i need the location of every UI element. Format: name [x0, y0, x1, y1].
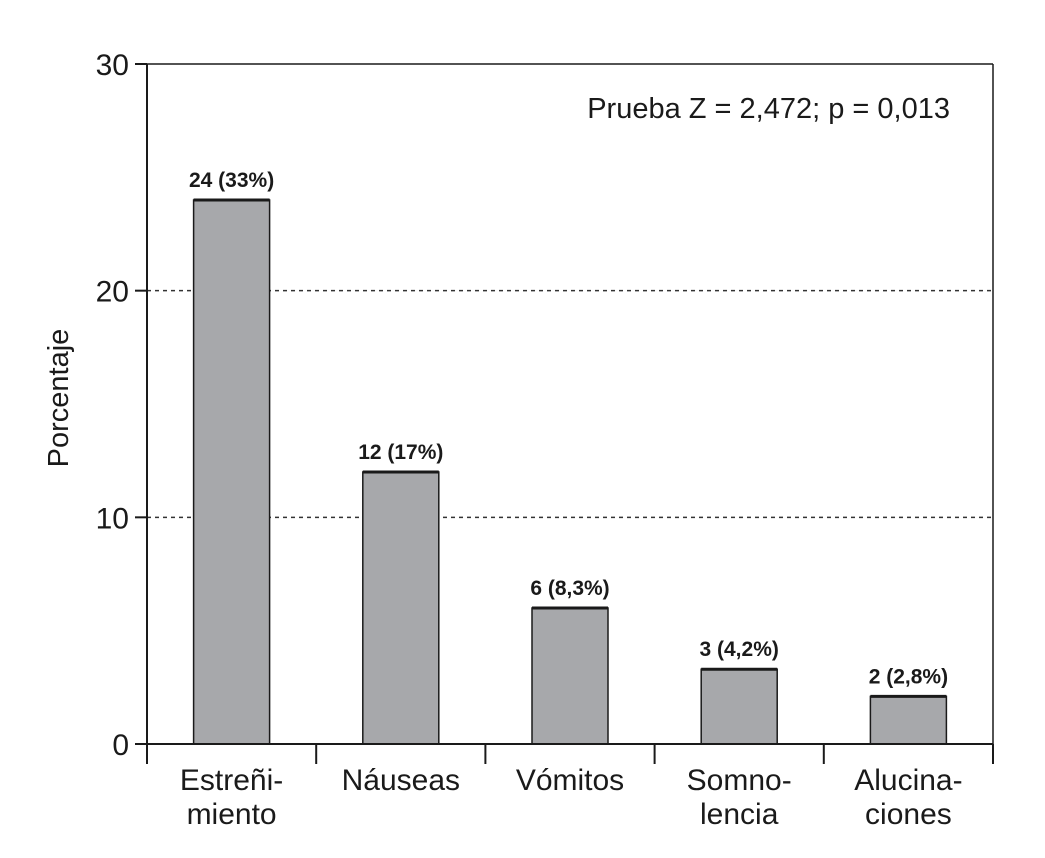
category-label-line: miento — [187, 798, 277, 831]
y-tick-label-0: 0 — [112, 729, 129, 762]
y-axis-title: Porcentaje — [43, 329, 75, 468]
category-label-line: ciones — [865, 798, 952, 831]
data-label-4: 2 (2,8%) — [869, 665, 948, 688]
category-label-line: Somno- — [687, 764, 792, 797]
category-label-1: Náuseas — [342, 764, 460, 797]
category-label-2: Vómitos — [516, 764, 624, 797]
category-label-3: Somno-lencia — [687, 764, 792, 831]
bar-4 — [869, 695, 948, 745]
bar-0 — [192, 199, 271, 745]
y-tick-label-10: 10 — [96, 502, 129, 535]
category-label-line: Alucina- — [854, 764, 962, 797]
category-label-line: Estreñi- — [180, 764, 283, 797]
category-label-line: lencia — [700, 798, 779, 831]
category-label-line: Vómitos — [516, 764, 624, 797]
bar-1 — [362, 471, 440, 745]
grid-lines — [147, 289, 993, 519]
statistical-test-annotation: Prueba Z = 2,472; p = 0,013 — [587, 93, 950, 125]
data-label-0: 24 (33%) — [189, 169, 274, 192]
data-label-1: 12 (17%) — [358, 441, 443, 464]
category-label-0: Estreñi-miento — [180, 764, 283, 831]
category-label-4: Alucina-ciones — [854, 764, 962, 831]
y-tick-label-30: 30 — [96, 49, 129, 82]
bar-2 — [531, 607, 609, 745]
bar-3 — [700, 668, 778, 745]
y-tick-label-20: 20 — [96, 276, 129, 309]
data-label-2: 6 (8,3%) — [530, 577, 609, 600]
bars — [192, 198, 948, 745]
axes — [135, 63, 994, 764]
data-label-3: 3 (4,2%) — [700, 638, 779, 661]
category-label-line: Náuseas — [342, 764, 460, 797]
labels: 24 (33%) 12 (17%) 6 (8,3%) 3 (4,2%) 2 (2,8%)… — [96, 49, 963, 831]
